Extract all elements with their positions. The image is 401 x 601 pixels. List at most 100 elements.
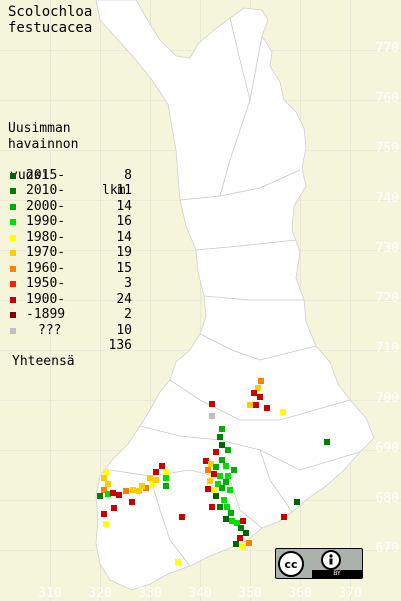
observation-square	[110, 490, 116, 496]
observation-square	[205, 486, 211, 492]
legend-swatch	[10, 203, 16, 210]
legend-entry: -1899 2	[8, 307, 132, 323]
observation-square	[101, 475, 107, 481]
legend-swatch	[10, 296, 16, 303]
legend-total-row: Yhteensä 136	[8, 338, 132, 369]
observation-square	[227, 487, 233, 493]
legend-entry-label: 1900-	[26, 291, 66, 307]
legend-entry-label: ???	[38, 322, 62, 338]
observation-square	[103, 469, 109, 475]
legend-entry-label: 2015-	[26, 167, 66, 183]
legend-entry: 2015- 8	[8, 167, 132, 184]
observation-square	[105, 491, 111, 497]
observation-square	[219, 485, 225, 491]
observation-square	[111, 505, 117, 511]
x-tick-label: 360	[288, 586, 312, 601]
y-tick-label: 670	[375, 541, 399, 556]
y-tick-label: 680	[375, 491, 399, 506]
observation-square	[203, 458, 209, 464]
y-tick-label: 690	[375, 441, 399, 456]
observation-square	[247, 402, 253, 408]
legend-swatch	[10, 172, 16, 179]
observation-square	[139, 483, 145, 489]
observation-square	[280, 409, 286, 415]
observation-square	[213, 493, 219, 499]
legend-swatch	[10, 327, 16, 334]
observation-square	[231, 467, 237, 473]
observation-square	[255, 385, 261, 391]
observation-square	[163, 483, 169, 489]
observation-square	[163, 475, 169, 481]
observation-square	[179, 514, 185, 520]
observation-square	[207, 478, 213, 484]
cc-icon: cc	[278, 551, 304, 577]
legend-swatch	[10, 219, 16, 225]
legend-entry: 1970- 19	[8, 245, 132, 261]
legend-entry-label: 2000-	[26, 198, 66, 214]
legend-entry: 1900- 24	[8, 291, 132, 308]
legend-entry-count: 8	[124, 167, 132, 183]
legend-swatch	[10, 188, 16, 194]
legend-entry-count: 14	[116, 198, 132, 214]
observation-square	[225, 473, 231, 479]
legend-entry-count: 3	[124, 276, 132, 291]
observation-square	[101, 511, 107, 517]
legend-header-line-1: Uusimman	[8, 121, 71, 136]
license-by-label: BY	[312, 570, 362, 578]
observation-square	[213, 449, 219, 455]
x-tick-label: 370	[338, 586, 362, 601]
attribution-icon	[321, 550, 341, 570]
observation-square	[103, 521, 109, 527]
x-tick-label: 310	[38, 586, 62, 601]
observation-square	[237, 535, 243, 541]
observation-square	[234, 520, 240, 526]
observation-square	[324, 439, 330, 445]
y-tick-label: 700	[375, 391, 399, 406]
y-tick-label: 730	[375, 241, 399, 256]
legend-entry-label: 1950-	[26, 276, 66, 291]
observation-square	[229, 518, 235, 524]
legend-entry: 1980- 14	[8, 230, 132, 246]
observation-square	[253, 402, 259, 408]
observation-square	[101, 487, 107, 493]
legend-entry-count: 10	[116, 322, 132, 338]
x-tick-label: 340	[188, 586, 212, 601]
legend-col-count: lkm	[102, 183, 126, 198]
legend-entry: 1960- 15	[8, 261, 132, 277]
observation-square	[219, 442, 225, 448]
observation-square	[219, 426, 225, 432]
observation-square	[217, 434, 223, 440]
y-tick-label: 770	[375, 41, 399, 56]
svg-text:cc: cc	[284, 558, 297, 571]
observation-square	[221, 497, 227, 503]
observation-square	[208, 461, 214, 467]
observation-square	[163, 469, 169, 475]
observation-square	[116, 492, 122, 498]
observation-square	[211, 487, 217, 493]
license-badge[interactable]: cc BY	[275, 548, 363, 579]
legend-entry-label: -1899	[26, 307, 66, 322]
observation-square	[257, 394, 263, 400]
observation-square	[223, 463, 229, 469]
observation-square	[217, 504, 223, 510]
observation-square	[105, 481, 111, 487]
legend-entry-count: 19	[116, 245, 132, 260]
x-tick-label: 330	[138, 586, 162, 601]
legend: Uusimman havainnon vuosi lkm 2015- 8 2010-…	[8, 121, 132, 369]
legend-entry-label: 1970-	[26, 245, 66, 260]
observation-square	[209, 504, 215, 510]
observation-square	[147, 475, 153, 481]
region-borders	[109, 17, 361, 567]
legend-entry-count: 16	[116, 214, 132, 229]
observation-square	[240, 518, 246, 524]
title-line-1: Scolochloa	[8, 4, 93, 20]
legend-total-label: Yhteensä	[12, 353, 75, 369]
observation-dots	[97, 378, 330, 565]
legend-total-count: 136	[108, 338, 132, 353]
species-title: Scolochloa festucacea	[8, 4, 92, 36]
legend-swatch	[10, 265, 16, 272]
observation-square	[213, 464, 219, 470]
observation-square	[175, 559, 181, 565]
